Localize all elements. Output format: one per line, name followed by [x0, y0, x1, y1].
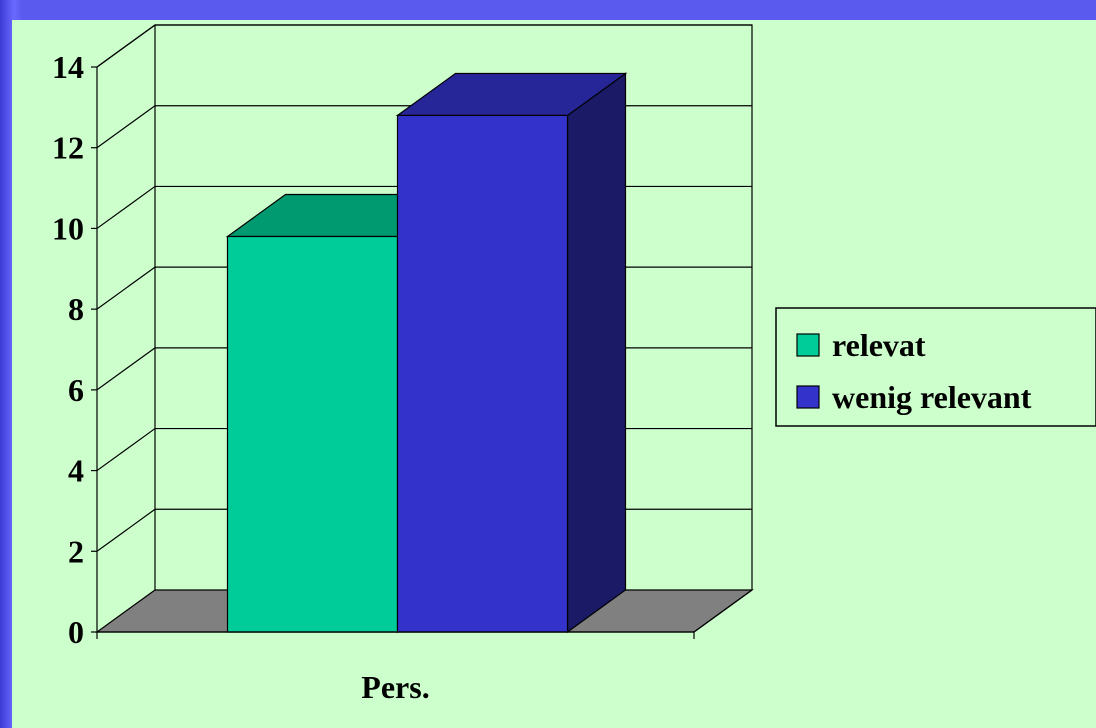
y-tick-label: 14 — [52, 49, 84, 85]
x-axis-labels: Pers. — [361, 669, 429, 705]
bar-front — [396, 114, 569, 633]
gridline-side — [96, 185, 156, 229]
floor-edge — [693, 589, 753, 633]
y-tick-label: 0 — [68, 614, 84, 650]
y-tick-label: 2 — [68, 533, 84, 569]
y-axis-ticks: 0 2 4 6 8 10 12 14 — [52, 24, 753, 650]
y-tick-label: 4 — [68, 453, 84, 489]
legend-label: relevat — [832, 327, 926, 363]
y-tick-label: 10 — [52, 210, 84, 246]
x-tick-label: Pers. — [361, 669, 429, 705]
side-wall-top — [96, 24, 156, 68]
bars — [225, 72, 628, 634]
y-tick-label: 6 — [68, 372, 84, 408]
bar-side — [566, 72, 627, 634]
legend-swatch — [796, 333, 820, 357]
bar-wenig-relevant — [395, 72, 628, 634]
gridline-side — [96, 428, 156, 472]
legend-label: wenig relevant — [832, 379, 1032, 415]
gridline-side — [96, 105, 156, 149]
gridline-side — [96, 266, 156, 310]
legend: relevat wenig relevant — [775, 307, 1096, 427]
y-tick-label: 12 — [52, 130, 84, 166]
gridline-side — [96, 347, 156, 391]
bar-front — [226, 235, 399, 633]
legend-swatch — [796, 385, 820, 409]
y-tick-label: 8 — [68, 291, 84, 327]
gridline-side — [96, 508, 156, 552]
legend-box — [775, 307, 1096, 427]
